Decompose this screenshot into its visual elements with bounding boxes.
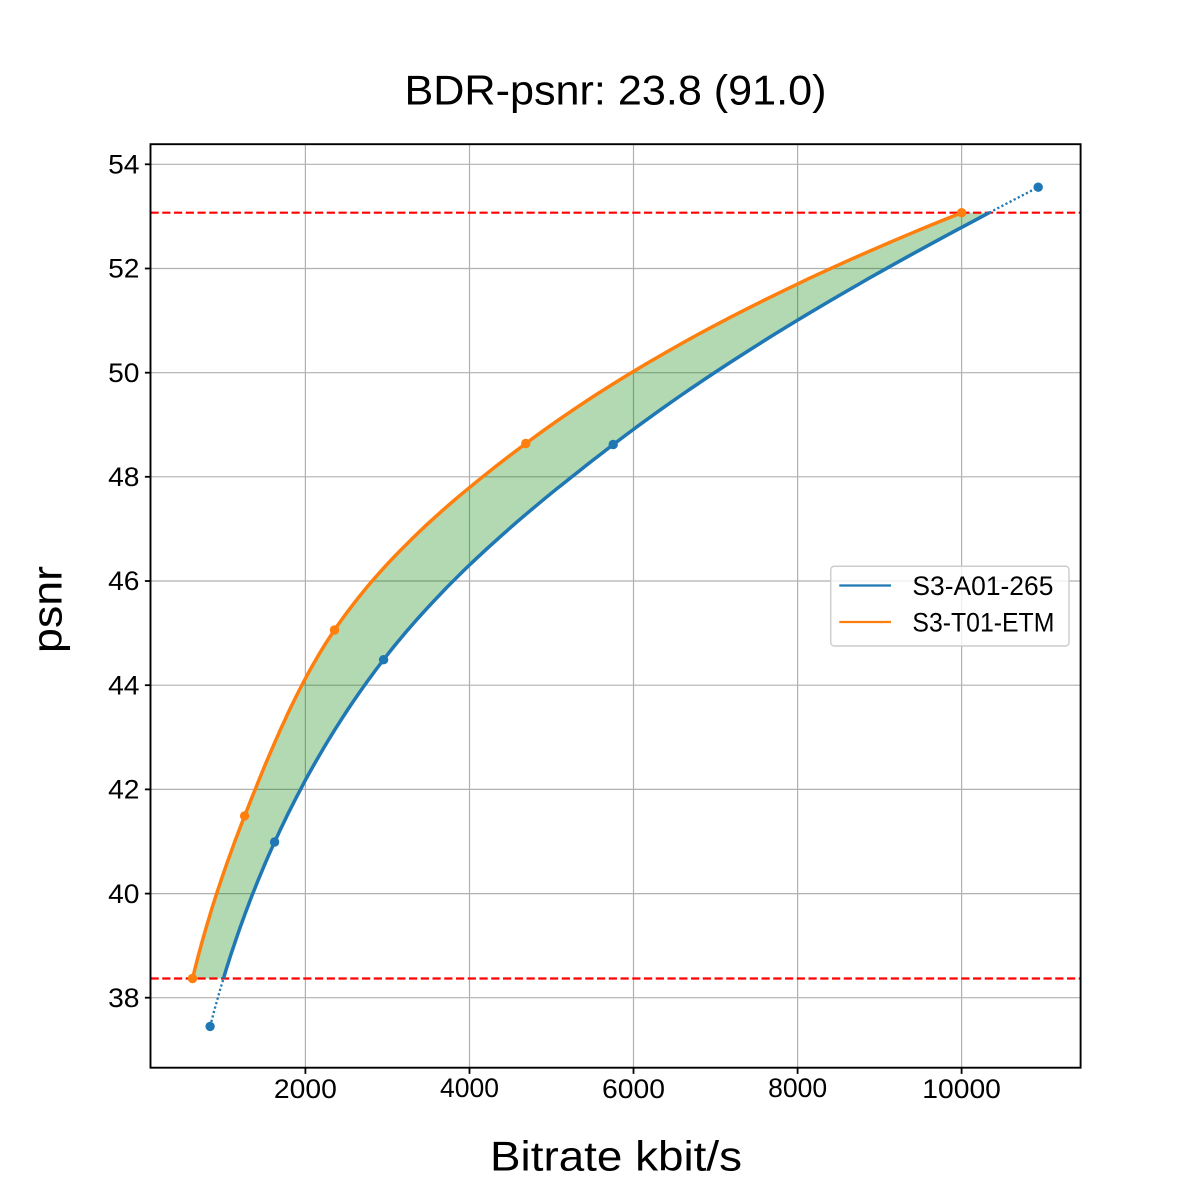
svg-text:psnr: psnr: [24, 566, 71, 653]
svg-text:44: 44: [108, 670, 139, 700]
svg-text:BDR-psnr: 23.8 (91.0): BDR-psnr: 23.8 (91.0): [405, 67, 827, 114]
svg-text:S3-T01-ETM: S3-T01-ETM: [912, 607, 1054, 637]
svg-text:4000: 4000: [440, 1073, 499, 1103]
svg-text:2000: 2000: [274, 1074, 337, 1104]
svg-text:Bitrate kbit/s: Bitrate kbit/s: [490, 1133, 742, 1180]
svg-text:40: 40: [108, 879, 139, 909]
svg-text:52: 52: [108, 254, 139, 284]
svg-text:42: 42: [108, 775, 139, 805]
svg-text:48: 48: [108, 462, 139, 492]
svg-text:8000: 8000: [768, 1073, 827, 1103]
svg-text:50: 50: [108, 358, 139, 388]
svg-text:S3-A01-265: S3-A01-265: [912, 571, 1053, 601]
svg-text:46: 46: [108, 566, 139, 596]
svg-text:54: 54: [108, 150, 139, 180]
svg-text:38: 38: [108, 983, 139, 1013]
svg-text:6000: 6000: [602, 1074, 665, 1104]
svg-text:10000: 10000: [922, 1074, 1001, 1104]
